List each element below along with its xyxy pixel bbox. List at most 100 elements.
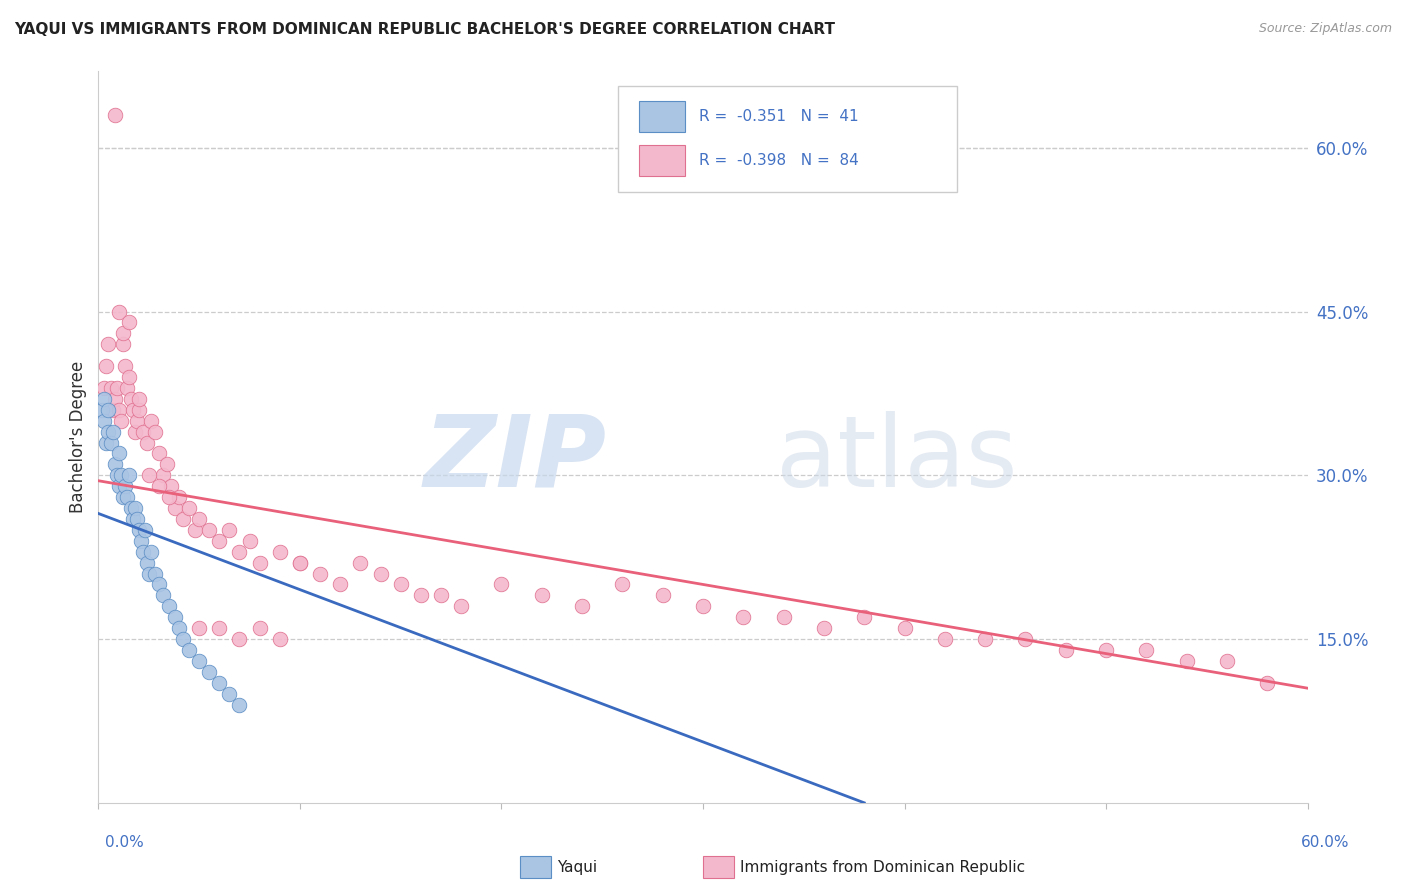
Point (1175, 654, 1198, 668)
Point (218, 523, 240, 537)
Point (269, 545, 291, 559)
Point (114, 359, 136, 373)
Point (733, 610, 755, 624)
Point (160, 479, 183, 493)
Point (91, 402, 114, 417)
Point (249, 621, 271, 635)
Point (198, 665, 221, 679)
Point (124, 501, 146, 516)
Point (249, 556, 271, 570)
Point (974, 632, 997, 646)
Point (813, 621, 835, 635)
Point (135, 556, 157, 570)
Point (107, 446, 129, 460)
Point (1216, 654, 1239, 668)
Point (101, 425, 124, 439)
Point (163, 501, 186, 516)
Point (1054, 643, 1077, 657)
Text: YAQUI VS IMMIGRANTS FROM DOMINICAN REPUBLIC BACHELOR'S DEGREE CORRELATION CHART: YAQUI VS IMMIGRANTS FROM DOMINICAN REPUB… (14, 22, 835, 37)
Point (934, 632, 956, 646)
Point (288, 556, 311, 570)
Point (120, 501, 142, 516)
Point (107, 304, 129, 318)
Point (148, 577, 170, 591)
Point (93, 381, 115, 395)
Point (132, 545, 155, 559)
Point (893, 621, 915, 635)
Point (97, 425, 120, 439)
Point (100, 435, 122, 450)
Point (409, 588, 432, 602)
Point (111, 490, 134, 504)
Point (107, 402, 129, 417)
Point (97, 402, 120, 417)
Point (1095, 643, 1118, 657)
Point (152, 588, 174, 602)
Point (101, 402, 124, 417)
Point (110, 468, 132, 483)
Point (96, 435, 118, 450)
Point (124, 425, 146, 439)
Point (105, 468, 128, 483)
Point (103, 392, 125, 406)
Point (152, 468, 174, 483)
Point (571, 599, 593, 614)
Point (129, 533, 152, 548)
Point (167, 490, 190, 504)
Point (138, 468, 160, 483)
Point (135, 435, 157, 450)
Text: R =  -0.351   N =  41: R = -0.351 N = 41 (699, 109, 859, 124)
Point (93, 414, 115, 428)
Text: 0.0%: 0.0% (105, 836, 145, 850)
Text: Yaqui: Yaqui (557, 860, 598, 874)
Point (97, 337, 120, 351)
Point (132, 425, 155, 439)
Point (239, 533, 262, 548)
Point (269, 632, 291, 646)
Point (329, 577, 352, 591)
Point (114, 479, 136, 493)
Point (163, 610, 186, 624)
Point (111, 337, 134, 351)
FancyBboxPatch shape (619, 86, 957, 192)
Text: ZIP: ZIP (423, 410, 606, 508)
Point (1256, 675, 1278, 690)
Point (157, 490, 180, 504)
Point (692, 599, 714, 614)
Point (430, 588, 453, 602)
Point (121, 402, 143, 417)
Point (1135, 643, 1157, 657)
Point (115, 490, 138, 504)
Point (172, 632, 194, 646)
Point (188, 621, 211, 635)
Text: Source: ZipAtlas.com: Source: ZipAtlas.com (1258, 22, 1392, 36)
Point (208, 675, 231, 690)
Point (288, 556, 311, 570)
Point (110, 414, 132, 428)
Point (188, 512, 211, 526)
Point (349, 556, 371, 570)
Point (121, 512, 143, 526)
Point (148, 446, 170, 460)
Point (218, 687, 240, 701)
Point (120, 392, 142, 406)
Point (198, 523, 221, 537)
Point (651, 588, 673, 602)
Point (100, 381, 122, 395)
Point (118, 315, 141, 329)
Point (853, 610, 876, 624)
Point (125, 414, 148, 428)
Point (96, 359, 118, 373)
Point (491, 577, 513, 591)
Point (128, 392, 150, 406)
Point (93, 392, 115, 406)
Point (450, 599, 472, 614)
Point (138, 566, 160, 581)
Point (118, 468, 141, 483)
Point (612, 577, 634, 591)
Point (103, 458, 125, 472)
Point (103, 108, 125, 122)
Point (228, 545, 250, 559)
Point (188, 654, 211, 668)
Point (143, 425, 166, 439)
